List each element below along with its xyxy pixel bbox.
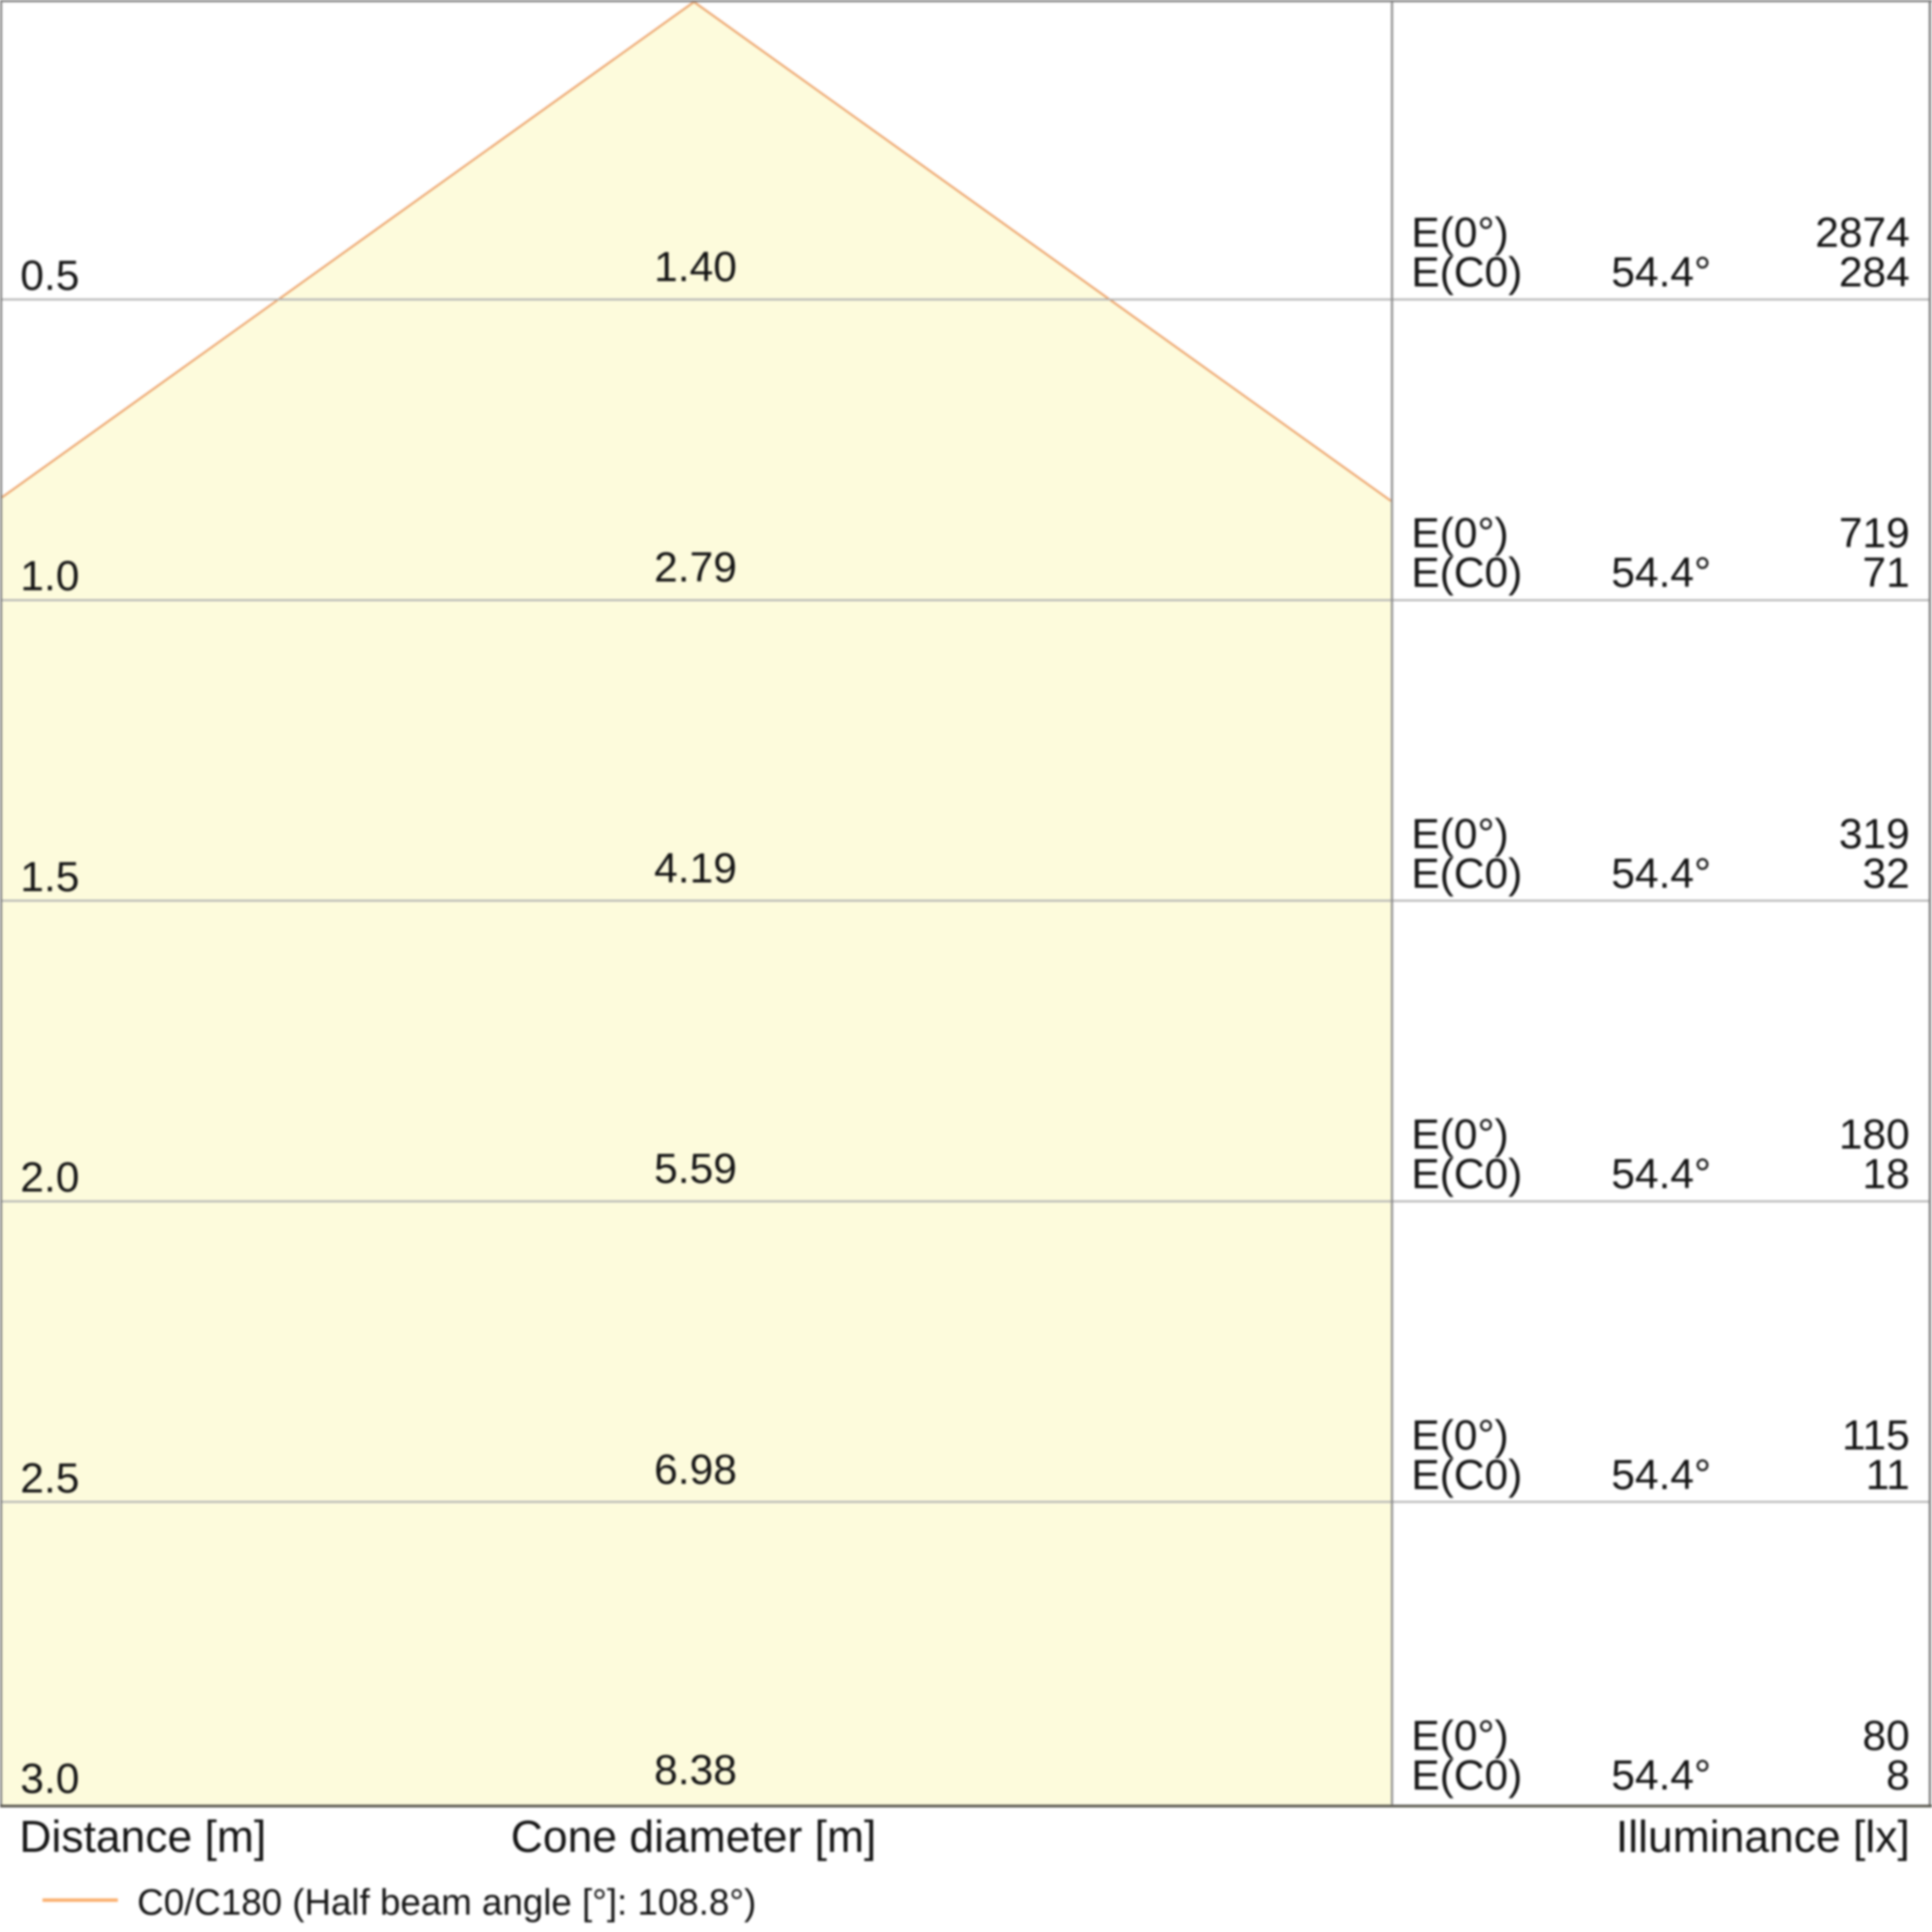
svg-text:54.4°: 54.4° bbox=[1611, 1752, 1711, 1800]
svg-text:E(0°): E(0°) bbox=[1411, 810, 1509, 858]
svg-text:1.40: 1.40 bbox=[654, 243, 737, 291]
svg-text:2.79: 2.79 bbox=[654, 544, 737, 591]
svg-text:719: 719 bbox=[1839, 510, 1910, 557]
svg-text:180: 180 bbox=[1839, 1111, 1910, 1158]
svg-text:Cone diameter [m]: Cone diameter [m] bbox=[511, 1811, 876, 1861]
svg-text:2874: 2874 bbox=[1815, 210, 1910, 257]
svg-text:E(0°): E(0°) bbox=[1411, 1111, 1509, 1158]
svg-text:E(C0): E(C0) bbox=[1411, 249, 1522, 297]
svg-text:54.4°: 54.4° bbox=[1611, 550, 1711, 597]
svg-text:1.5: 1.5 bbox=[20, 853, 79, 900]
svg-text:54.4°: 54.4° bbox=[1611, 850, 1711, 897]
svg-text:E(0°): E(0°) bbox=[1411, 1411, 1509, 1459]
svg-text:54.4°: 54.4° bbox=[1611, 1451, 1711, 1498]
svg-text:2.0: 2.0 bbox=[20, 1154, 79, 1202]
svg-text:11: 11 bbox=[1865, 1451, 1910, 1498]
svg-text:3.0: 3.0 bbox=[20, 1755, 79, 1803]
svg-text:5.59: 5.59 bbox=[654, 1146, 737, 1193]
svg-text:E(0°): E(0°) bbox=[1411, 510, 1509, 557]
svg-text:54.4°: 54.4° bbox=[1611, 249, 1711, 297]
svg-text:8: 8 bbox=[1887, 1752, 1910, 1800]
svg-text:32: 32 bbox=[1862, 850, 1910, 897]
svg-text:C0/C180 (Half beam angle [°]:: C0/C180 (Half beam angle [°]: 108.8°) bbox=[137, 1883, 756, 1923]
svg-text:E(C0): E(C0) bbox=[1411, 1151, 1522, 1198]
svg-text:2.5: 2.5 bbox=[20, 1455, 79, 1502]
svg-text:8.38: 8.38 bbox=[654, 1747, 737, 1794]
svg-text:71: 71 bbox=[1862, 550, 1910, 597]
svg-text:E(C0): E(C0) bbox=[1411, 850, 1522, 897]
svg-text:6.98: 6.98 bbox=[654, 1446, 737, 1493]
svg-text:Distance [m]: Distance [m] bbox=[19, 1811, 267, 1861]
svg-text:E(0°): E(0°) bbox=[1411, 1713, 1509, 1760]
svg-text:E(C0): E(C0) bbox=[1411, 1752, 1522, 1800]
svg-text:54.4°: 54.4° bbox=[1611, 1151, 1711, 1198]
svg-text:80: 80 bbox=[1862, 1713, 1910, 1760]
svg-text:4.19: 4.19 bbox=[654, 844, 737, 892]
svg-text:E(0°): E(0°) bbox=[1411, 210, 1509, 257]
svg-text:18: 18 bbox=[1862, 1151, 1910, 1198]
svg-text:1.0: 1.0 bbox=[20, 553, 79, 600]
svg-text:E(C0): E(C0) bbox=[1411, 1451, 1522, 1498]
svg-text:Illuminance [lx]: Illuminance [lx] bbox=[1616, 1811, 1910, 1861]
svg-text:0.5: 0.5 bbox=[20, 252, 79, 299]
svg-text:284: 284 bbox=[1839, 249, 1910, 297]
svg-text:E(C0): E(C0) bbox=[1411, 550, 1522, 597]
svg-text:319: 319 bbox=[1839, 810, 1910, 858]
svg-text:115: 115 bbox=[1842, 1411, 1910, 1459]
